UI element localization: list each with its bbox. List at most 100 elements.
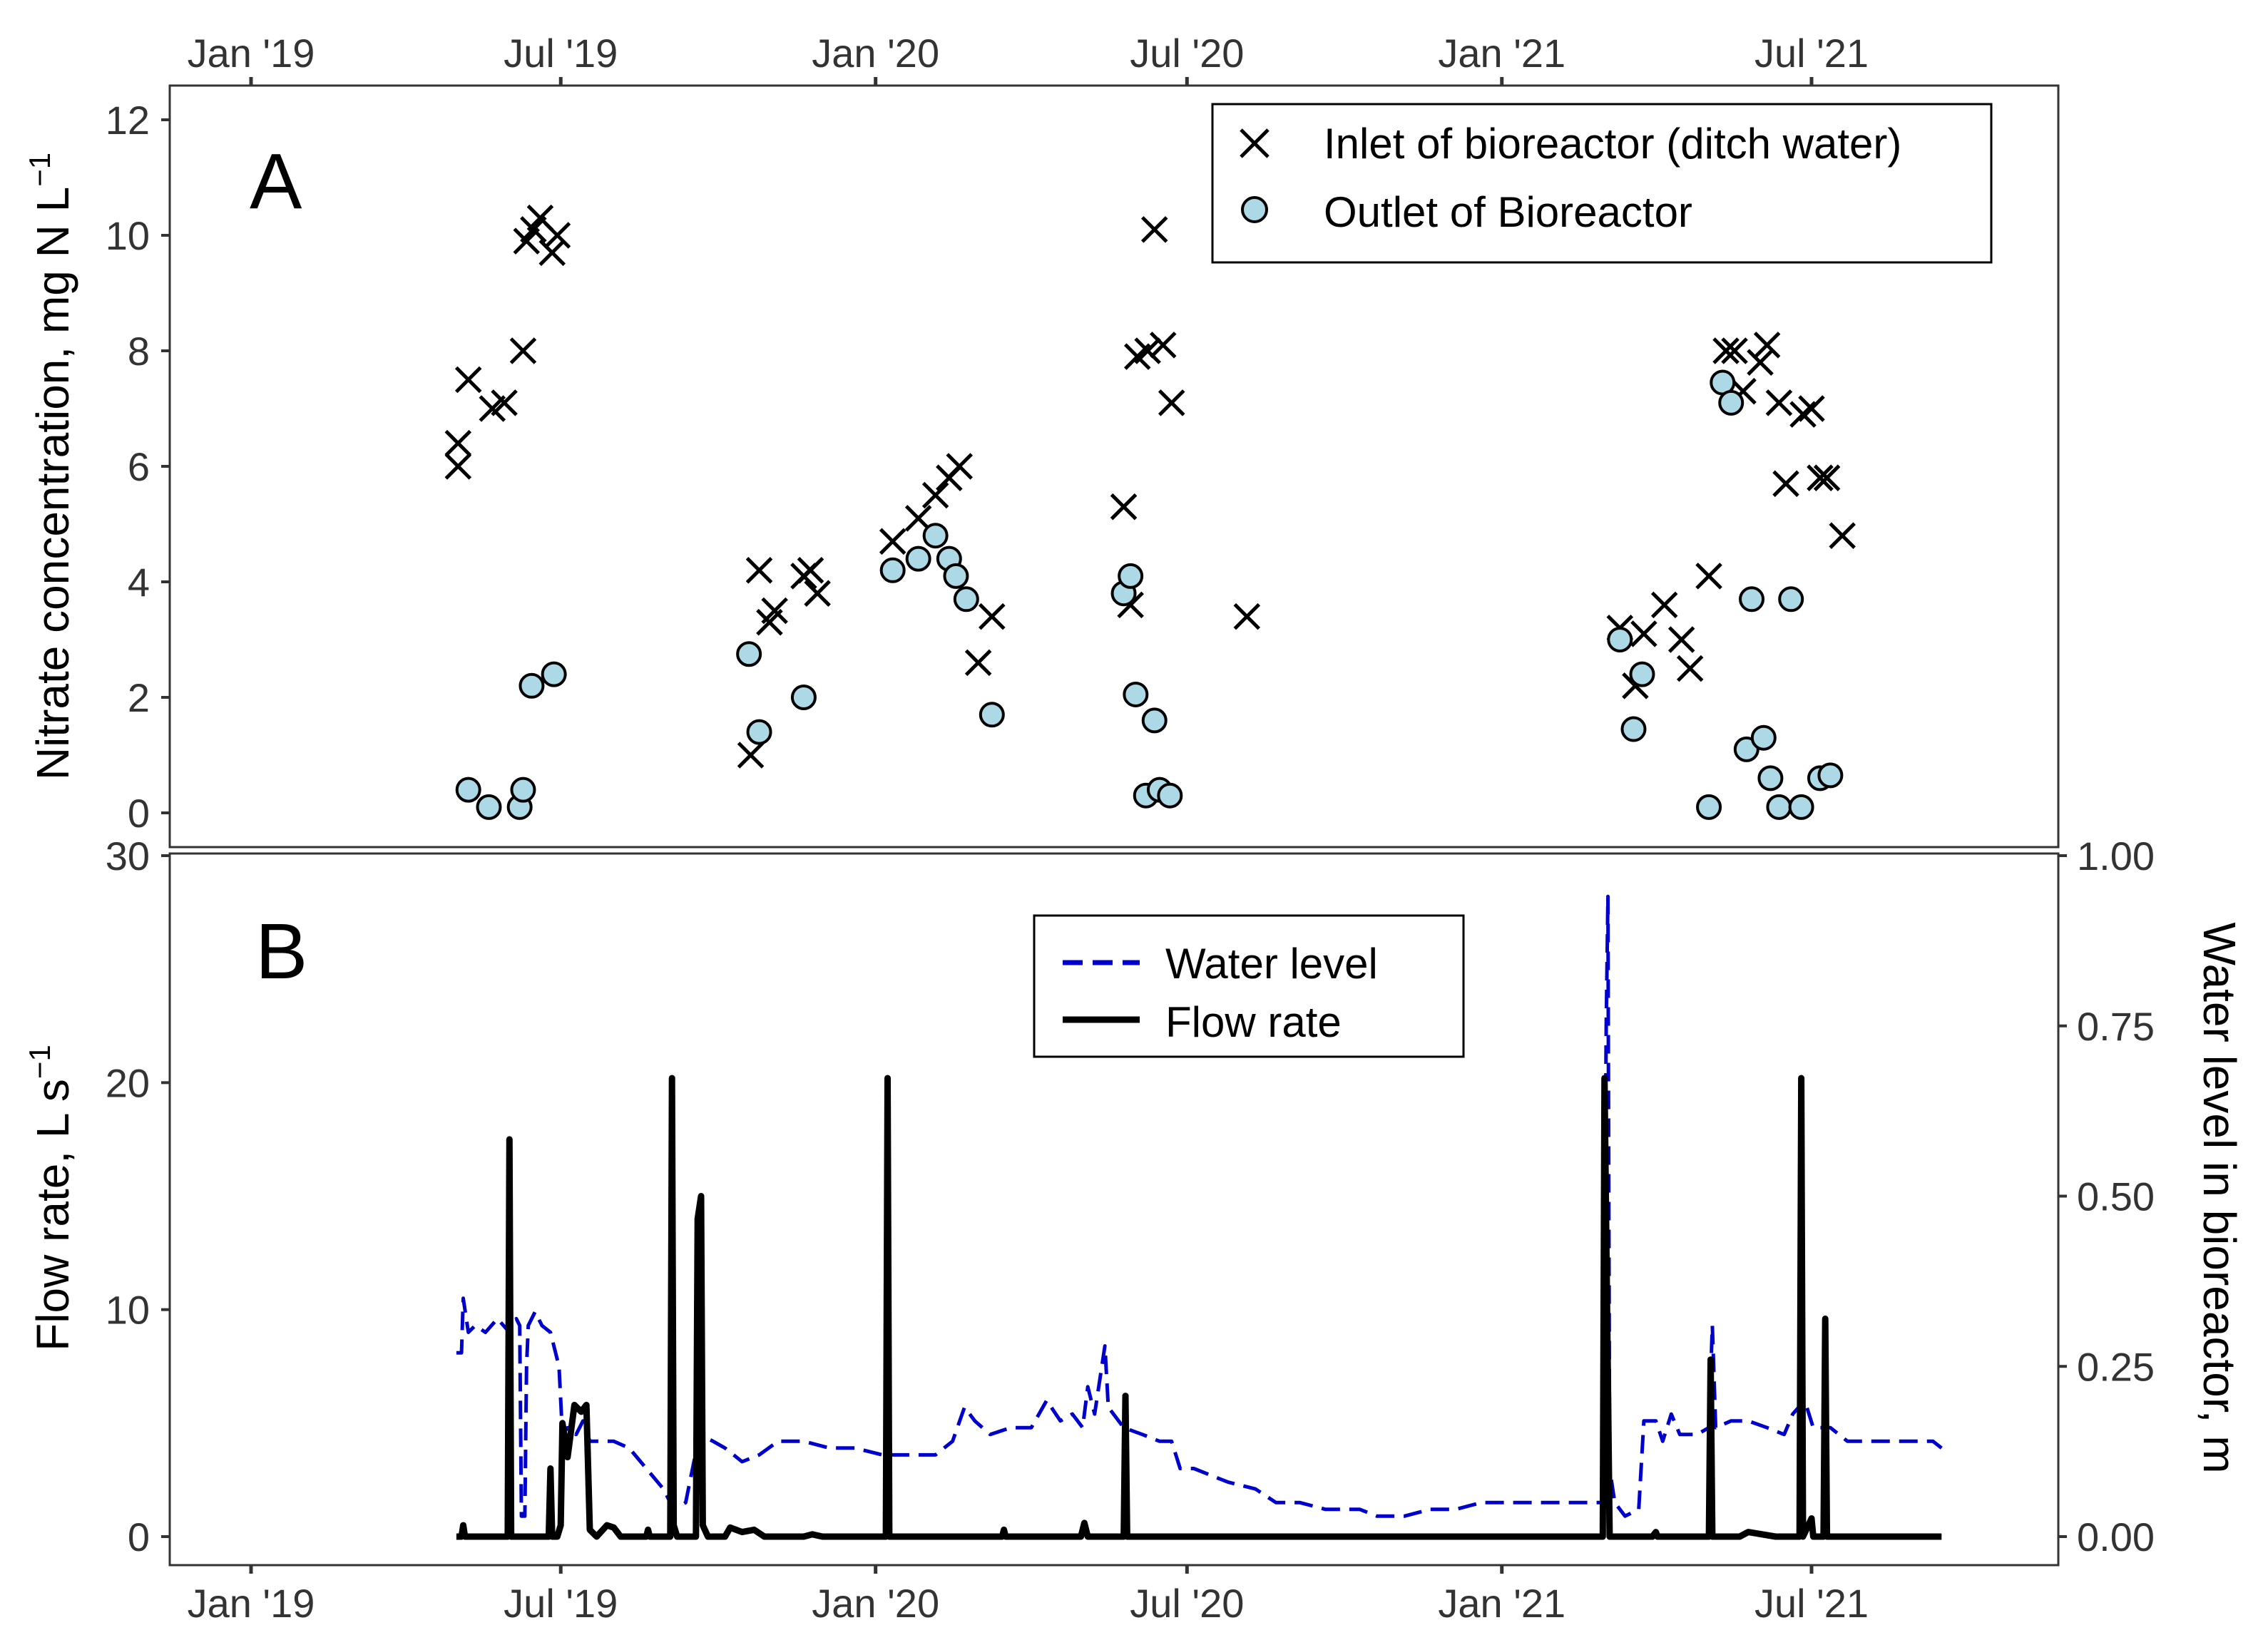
- panel-b-right-axis-title: Water level in bioreactor, m: [2194, 922, 2245, 1473]
- inlet-point: [1667, 626, 1695, 653]
- outlet-point: [879, 557, 906, 583]
- right-y-tick-label: 0.75: [2077, 1004, 2155, 1049]
- inlet-point: [454, 366, 482, 394]
- inlet-point: [1807, 464, 1834, 491]
- outlet-point: [519, 672, 545, 699]
- top-x-tick-label: Jul '21: [1754, 31, 1869, 76]
- inlet-point: [1149, 332, 1177, 359]
- outlet-point: [1739, 586, 1765, 613]
- panel-a-y-axis-title: Nitrate concentration, mg N L−1: [23, 153, 78, 780]
- outlet-point: [1788, 794, 1814, 820]
- outlet-point: [1766, 794, 1792, 820]
- panel-b: B 0 10 20 30 0.00 0.25 0.50 0.75 1.00 Jan '19 Ju…: [23, 834, 2245, 1626]
- panel-b-left-axis: 0 10 20 30: [106, 834, 170, 1559]
- bottom-x-tick-label: Jul '19: [504, 1581, 618, 1626]
- inlet-point: [946, 453, 974, 480]
- outlet-point: [455, 777, 481, 803]
- panel-b-y-axis-title: Flow rate, L s−1: [23, 1045, 78, 1351]
- bottom-x-tick-label: Jan '21: [1438, 1581, 1565, 1626]
- outlet-point: [1750, 724, 1777, 751]
- outlet-point: [979, 702, 1005, 728]
- inlet-point: [543, 222, 571, 249]
- outlet-point: [1778, 586, 1804, 613]
- panel-b-legend-box: [1033, 914, 1465, 1058]
- inlet-point: [979, 603, 1006, 630]
- y-tick-label: 12: [106, 98, 150, 143]
- inlet-point: [491, 389, 518, 416]
- legend-flow-rate-label: Flow rate: [1165, 998, 1342, 1046]
- inlet-point: [1695, 563, 1722, 590]
- right-y-tick-label: 0.25: [2077, 1344, 2155, 1389]
- inlet-point: [904, 505, 932, 532]
- top-x-tick-label: Jan '20: [812, 31, 939, 76]
- inlet-point: [1676, 655, 1704, 682]
- y-tick-label: 6: [128, 444, 150, 489]
- outlet-point: [541, 661, 567, 687]
- outlet-point: [1718, 389, 1745, 416]
- legend-water-level-label: Water level: [1165, 940, 1378, 988]
- left-y-tick-label: 10: [106, 1288, 150, 1333]
- top-x-tick-label: Jul '20: [1130, 31, 1244, 76]
- outlet-point: [1141, 707, 1168, 734]
- inlet-point: [1140, 216, 1168, 243]
- outlet-point: [1118, 563, 1144, 589]
- bottom-x-tick-label: Jan '19: [188, 1581, 315, 1626]
- y-tick-label: 8: [128, 329, 150, 374]
- inlet-point: [1650, 591, 1678, 619]
- inlet-point: [1630, 620, 1657, 647]
- outlet-point: [943, 563, 969, 589]
- outlet-point: [510, 777, 536, 803]
- panel-b-frame: [168, 852, 2060, 1567]
- legend-inlet-marker: [1240, 128, 1270, 158]
- inlet-point: [1798, 395, 1825, 422]
- inlet-point: [879, 528, 906, 555]
- outlet-point: [746, 719, 772, 745]
- left-y-tick-label: 20: [106, 1060, 150, 1105]
- top-x-tick-label: Jul '19: [504, 31, 618, 76]
- y-tick-label: 0: [128, 791, 150, 836]
- inlet-point: [964, 649, 992, 677]
- outlet-point: [1629, 661, 1655, 687]
- panel-a-y-axis: 0 2 4 6 8 10 12: [106, 98, 170, 836]
- outlet-point: [736, 641, 762, 667]
- outlet-point: [1620, 716, 1647, 742]
- water-level-line: [456, 894, 1943, 1518]
- inlet-point: [797, 557, 824, 584]
- inlet-point: [804, 580, 831, 607]
- outlet-point: [953, 586, 979, 613]
- panel-a-top-axis: Jan '19 Jul '19 Jan '20 Jul '20 Jan '21 Jul '…: [188, 31, 1869, 86]
- y-tick-label: 10: [106, 213, 150, 258]
- bottom-x-tick-label: Jul '21: [1754, 1581, 1869, 1626]
- outlet-point: [476, 794, 502, 820]
- y-tick-label: 4: [128, 560, 150, 605]
- inlet-point: [1134, 337, 1161, 364]
- inlet-point: [761, 597, 788, 625]
- inlet-point: [1110, 493, 1138, 521]
- legend-outlet-label: Outlet of Bioreactor: [1324, 188, 1692, 236]
- panel-a-legend: Inlet of bioreactor (ditch water) Outlet…: [1211, 103, 1993, 264]
- left-y-tick-label: 30: [106, 834, 150, 878]
- panel-b-bottom-axis: Jan '19 Jul '19 Jan '20 Jul '20 Jan '21 Jul '…: [188, 1565, 1869, 1626]
- panel-b-lines: [456, 894, 1943, 1540]
- right-y-tick-label: 0.00: [2077, 1515, 2155, 1559]
- outlet-point: [1757, 765, 1784, 791]
- panel-a-label: A: [250, 138, 302, 225]
- inlet-point: [921, 481, 949, 509]
- inlet-point: [1753, 332, 1781, 359]
- y-tick-label: 2: [128, 675, 150, 720]
- inlet-point: [538, 239, 566, 267]
- right-y-tick-label: 0.50: [2077, 1174, 2155, 1219]
- top-x-tick-label: Jan '21: [1438, 31, 1565, 76]
- inlet-point: [1233, 603, 1261, 630]
- top-x-tick-label: Jan '19: [188, 31, 315, 76]
- inlet-point: [745, 557, 773, 584]
- outlet-point: [1123, 681, 1149, 707]
- outlet-point: [905, 545, 931, 572]
- panel-b-legend: Water level Flow rate: [1033, 914, 1465, 1058]
- outlet-point: [1157, 782, 1183, 809]
- inlet-point: [1721, 337, 1748, 364]
- inlet-point: [444, 453, 472, 480]
- bottom-x-tick-label: Jan '20: [812, 1581, 939, 1626]
- inlet-point: [1747, 349, 1774, 376]
- inlet-point: [1829, 522, 1856, 549]
